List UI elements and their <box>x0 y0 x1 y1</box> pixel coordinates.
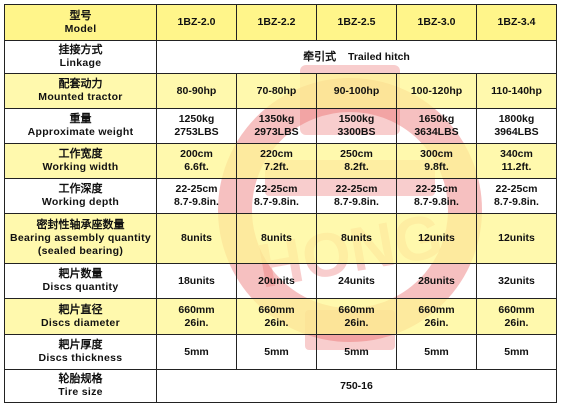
bearing-label-cell: 密封性轴承座数量 Bearing assembly quantity (seal… <box>4 213 157 264</box>
disc-dia-value-cell: 660mm 26in. <box>236 298 317 335</box>
model-label-en: Model <box>64 22 97 35</box>
disc-dia-row: 耙片直径 Discs diameter 660mm 26in. 660mm 26in… <box>4 298 557 335</box>
weight-value-cell: 1500kg 3300BS <box>316 108 397 144</box>
model-header-cell: 1BZ-3.4 <box>476 4 557 41</box>
model-header-cell: 1BZ-3.0 <box>396 4 477 41</box>
weight-label-en: Approximate weight <box>27 126 134 138</box>
model-label-zh: 型号 <box>69 9 92 22</box>
tractor-value-cell: 70-80hp <box>236 73 317 109</box>
tractor-value-cell: 80-90hp <box>156 73 237 109</box>
tractor-row: 配套动力 Mounted tractor 80-90hp 70-80hp 90-… <box>4 73 557 109</box>
disc-thk-value-cell: 5mm <box>476 334 557 370</box>
tire-label-zh: 轮胎规格 <box>58 373 103 385</box>
disc-qty-label-zh: 耙片数量 <box>58 268 103 280</box>
model-label-cell: 型号 Model <box>4 4 157 41</box>
disc-dia-value-cell: 660mm 26in. <box>316 298 397 335</box>
bearing-value-cell: 12units <box>476 213 557 264</box>
linkage-label-zh: 挂接方式 <box>58 44 103 56</box>
weight-value-cell: 1800kg 3964LBS <box>476 108 557 144</box>
tire-label-en: Tire size <box>58 386 103 398</box>
disc-dia-value-cell: 660mm 26in. <box>476 298 557 335</box>
tractor-value-cell: 90-100hp <box>316 73 397 109</box>
width-label-zh: 工作宽度 <box>58 148 103 160</box>
width-label-cell: 工作宽度 Working width <box>4 143 157 179</box>
depth-row: 工作深度 Working depth 22-25cm 8.7-9.8in. 22-… <box>4 178 557 214</box>
tractor-label-zh: 配套动力 <box>58 78 103 90</box>
disc-qty-label-cell: 耙片数量 Discs quantity <box>4 263 157 299</box>
disc-qty-value-cell: 24units <box>316 263 397 299</box>
bearing-label-zh: 密封性轴承座数量 <box>36 219 125 231</box>
disc-qty-value-cell: 20units <box>236 263 317 299</box>
disc-qty-value-cell: 32units <box>476 263 557 299</box>
width-value-cell: 250cm 8.2ft. <box>316 143 397 179</box>
disc-qty-row: 耙片数量 Discs quantity 18units 20units 24un… <box>4 263 557 299</box>
tractor-label-cell: 配套动力 Mounted tractor <box>4 73 157 109</box>
weight-label-zh: 重量 <box>69 113 92 125</box>
width-value-cell: 200cm 6.6ft. <box>156 143 237 179</box>
disc-thk-label-cell: 耙片厚度 Discs thickness <box>4 334 157 370</box>
disc-qty-value-cell: 28units <box>396 263 477 299</box>
tire-value-cell: 750-16 <box>156 369 557 403</box>
disc-thk-row: 耙片厚度 Discs thickness 5mm 5mm 5mm 5mm 5mm <box>4 334 557 370</box>
tire-row: 轮胎规格 Tire size 750-16 <box>4 369 557 403</box>
disc-thk-label-zh: 耙片厚度 <box>58 339 103 351</box>
depth-value-cell: 22-25cm 8.7-9.8in. <box>156 178 237 214</box>
width-label-en: Working width <box>42 161 119 173</box>
width-row: 工作宽度 Working width 200cm 6.6ft. 220cm 7.2f… <box>4 143 557 179</box>
weight-value-cell: 1650kg 3634LBS <box>396 108 477 144</box>
bearing-label-en-2: (sealed bearing) <box>37 245 124 257</box>
linkage-value-cell: 牵引式 Trailed hitch <box>156 40 557 74</box>
model-header-cell: 1BZ-2.0 <box>156 4 237 41</box>
disc-dia-label-cell: 耙片直径 Discs diameter <box>4 298 157 335</box>
bearing-value-cell: 8units <box>236 213 317 264</box>
disc-dia-label-zh: 耙片直径 <box>58 303 103 316</box>
disc-qty-value-cell: 18units <box>156 263 237 299</box>
disc-thk-label-en: Discs thickness <box>38 352 123 364</box>
depth-value-cell: 22-25cm 8.7-9.8in. <box>236 178 317 214</box>
width-value-cell: 220cm 7.2ft. <box>236 143 317 179</box>
linkage-row: 挂接方式 Linkage 牵引式 Trailed hitch <box>4 40 557 74</box>
disc-qty-label-en: Discs quantity <box>42 281 119 293</box>
spec-table: 型号 Model 1BZ-2.0 1BZ-2.2 1BZ-2.5 1BZ-3.0… <box>4 4 557 403</box>
disc-dia-value-cell: 660mm 26in. <box>156 298 237 335</box>
bearing-label-en-1: Bearing assembly quantity <box>9 232 152 244</box>
depth-value-cell: 22-25cm 8.7-9.8in. <box>476 178 557 214</box>
linkage-label-cell: 挂接方式 Linkage <box>4 40 157 74</box>
tractor-value-cell: 100-120hp <box>396 73 477 109</box>
header-row: 型号 Model 1BZ-2.0 1BZ-2.2 1BZ-2.5 1BZ-3.0… <box>4 4 557 41</box>
weight-label-cell: 重量 Approximate weight <box>4 108 157 144</box>
tractor-value-cell: 110-140hp <box>476 73 557 109</box>
depth-label-en: Working depth <box>41 196 120 208</box>
tractor-label-en: Mounted tractor <box>38 91 123 103</box>
linkage-label-en: Linkage <box>59 57 102 69</box>
model-header-cell: 1BZ-2.2 <box>236 4 317 41</box>
depth-value-cell: 22-25cm 8.7-9.8in. <box>316 178 397 214</box>
weight-value-cell: 1250kg 2753LBS <box>156 108 237 144</box>
weight-value-cell: 1350kg 2973LBS <box>236 108 317 144</box>
disc-thk-value-cell: 5mm <box>316 334 397 370</box>
disc-dia-value-cell: 660mm 26in. <box>396 298 477 335</box>
disc-thk-value-cell: 5mm <box>156 334 237 370</box>
width-value-cell: 300cm 9.8ft. <box>396 143 477 179</box>
bearing-value-cell: 8units <box>156 213 237 264</box>
linkage-value-en: Trailed hitch <box>347 50 410 63</box>
disc-dia-label-en: Discs diameter <box>41 316 120 329</box>
bearing-value-cell: 8units <box>316 213 397 264</box>
bearing-value-cell: 12units <box>396 213 477 264</box>
depth-value-cell: 22-25cm 8.7-9.8in. <box>396 178 477 214</box>
weight-row: 重量 Approximate weight 1250kg 2753LBS 1350… <box>4 108 557 144</box>
width-value-cell: 340cm 11.2ft. <box>476 143 557 179</box>
bearing-row: 密封性轴承座数量 Bearing assembly quantity (seal… <box>4 213 557 264</box>
model-header-cell: 1BZ-2.5 <box>316 4 397 41</box>
depth-label-cell: 工作深度 Working depth <box>4 178 157 214</box>
depth-label-zh: 工作深度 <box>58 183 103 195</box>
disc-thk-value-cell: 5mm <box>236 334 317 370</box>
disc-thk-value-cell: 5mm <box>396 334 477 370</box>
tire-label-cell: 轮胎规格 Tire size <box>4 369 157 403</box>
linkage-value-zh: 牵引式 <box>303 50 337 63</box>
